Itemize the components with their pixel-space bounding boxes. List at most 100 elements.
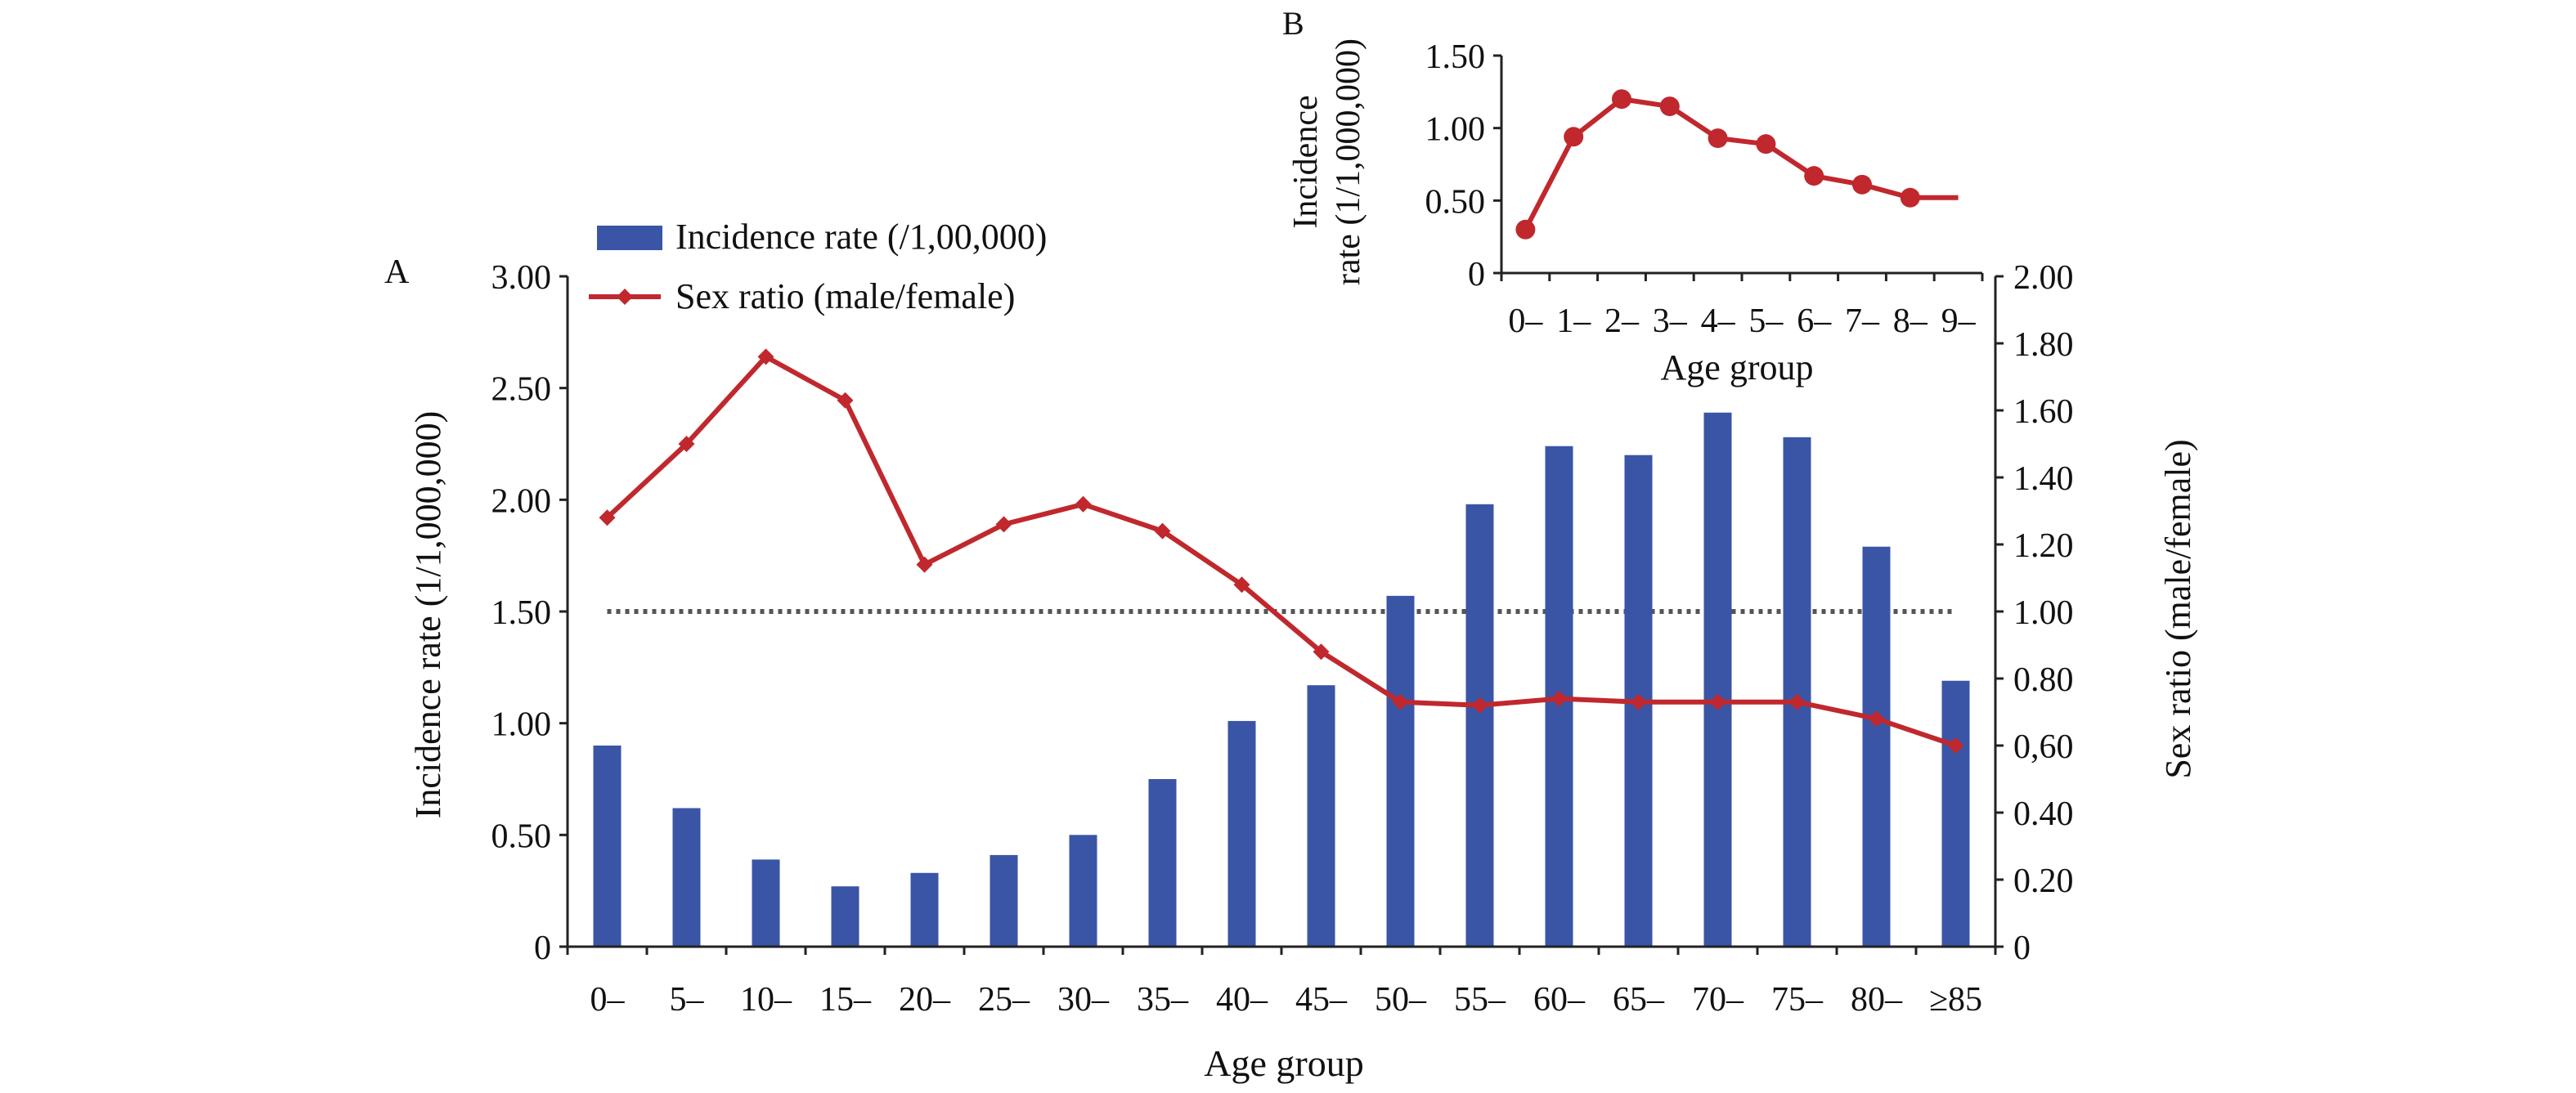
incidence-bars	[593, 412, 1970, 947]
legend-swatch-bar	[597, 226, 662, 250]
sex-ratio-point	[1630, 693, 1647, 710]
incidence-bar	[1703, 412, 1732, 947]
sex-ratio-point	[1551, 690, 1568, 707]
sex-ratio-point	[1471, 697, 1488, 714]
x-tick-label: ≥85	[1929, 981, 1982, 1019]
panel-b-x-tick-label: 4–	[1701, 302, 1736, 340]
incidence-bar	[910, 872, 939, 947]
x-tick-label: 50–	[1375, 981, 1427, 1019]
x-tick-label: 0–	[590, 981, 626, 1019]
incidence-bar	[1148, 779, 1177, 947]
left-tick-label: 1.50	[491, 594, 552, 632]
sex-ratio-point	[1313, 643, 1330, 661]
incidence-bar	[672, 808, 701, 947]
right-tick-label: 1.60	[2013, 393, 2074, 431]
left-tick-label: 1.00	[491, 706, 552, 744]
incidence-bar	[990, 854, 1018, 947]
right-tick-label: 1.20	[2013, 527, 2074, 565]
incidence-bar	[1069, 835, 1097, 947]
panel-b-y-tick-label: 0.50	[1425, 183, 1486, 221]
right-tick-label: 1.40	[2013, 460, 2074, 498]
left-tick-label: 2.50	[491, 371, 552, 409]
x-tick-label: 20–	[899, 981, 951, 1019]
panel-b-point	[1804, 166, 1824, 186]
legend-label-bar: Incidence rate (/1,00,000)	[675, 217, 1047, 257]
incidence-bar	[593, 746, 622, 947]
sex-ratio-point	[1392, 693, 1409, 710]
sex-ratio-point	[1709, 693, 1726, 710]
legend-marker	[617, 289, 633, 305]
panel-a-letter: A	[384, 253, 410, 291]
incidence-bar	[1465, 504, 1494, 947]
panel-b-point	[1515, 219, 1536, 240]
panel-b-point	[1708, 128, 1728, 149]
panel-b-x-tick-label: 5–	[1748, 302, 1784, 340]
panel-b-y-tick-label: 1.50	[1425, 38, 1486, 76]
x-tick-label: 25–	[978, 981, 1030, 1019]
panel-b-x-label: Age group	[1661, 347, 1814, 387]
sex-ratio-point	[1233, 576, 1250, 594]
incidence-bar	[1941, 680, 1970, 947]
sex-ratio-point	[995, 516, 1012, 533]
legend: Incidence rate (/1,00,000) Sex ratio (ma…	[589, 217, 1047, 316]
right-tick-label: 1.80	[2013, 326, 2074, 364]
sex-ratio-point	[1947, 737, 1964, 754]
panel-b-x-tick-label: 9–	[1941, 302, 1977, 340]
left-tick-label: 0	[534, 929, 551, 967]
left-tick-label: 2.00	[491, 482, 552, 520]
panel-b-axes	[1500, 56, 1982, 275]
incidence-bar	[1862, 546, 1891, 947]
x-tick-label: 10–	[740, 981, 792, 1019]
x-tick-label: 60–	[1533, 981, 1586, 1019]
sex-ratio-point	[678, 436, 695, 452]
x-tick-label: 30–	[1057, 981, 1110, 1019]
right-tick-label: 0.40	[2013, 795, 2074, 833]
panel-b-point	[1564, 127, 1584, 147]
x-tick-label: 15–	[819, 981, 872, 1019]
right-tick-label: 0	[2013, 929, 2031, 967]
sex-ratio-point	[1788, 693, 1806, 710]
right-tick-label: 1.00	[2013, 594, 2074, 632]
panel-b-polyline	[1523, 96, 1959, 231]
x-tick-label: 45–	[1295, 981, 1348, 1019]
panel-b-y-label-line1: Incidence	[1287, 95, 1325, 228]
incidence-bar	[1783, 437, 1811, 947]
right-tick-label: 2.00	[2013, 259, 2074, 297]
sex-ratio-point	[1154, 522, 1171, 540]
panel-b-x-tick-label: 2–	[1604, 302, 1640, 340]
x-axis-label: Age group	[1204, 1042, 1363, 1084]
panel-b-x-tick-label: 0–	[1508, 302, 1543, 340]
x-tick-label: 70–	[1692, 981, 1744, 1019]
panel-b-incidence-line	[1515, 89, 1959, 240]
left-axis-label: Incidence rate (1/1,000,000)	[408, 411, 448, 818]
panel-b-point	[1756, 134, 1776, 155]
panel-b: B 0 0.50 1.00 1.50 0– 1– 2– 3– 4– 5– 6– 7– 8– 9– Inc…	[1282, 5, 1984, 387]
panel-b-point	[1612, 89, 1631, 110]
panel-b-point	[1852, 174, 1872, 195]
sex-ratio-point	[1868, 710, 1885, 728]
left-tick-label: 3.00	[491, 259, 552, 297]
x-tick-label: 35–	[1137, 981, 1189, 1019]
panel-b-x-ticks: 0– 1– 2– 3– 4– 5– 6– 7– 8– 9–	[1500, 273, 1984, 340]
panel-a: A 0 0.50 1.00 1.50 2.00 2.50 3.00 0 0.20 0.40 0,6…	[384, 217, 2198, 1084]
incidence-bar	[1227, 720, 1256, 947]
right-tick-label: 0,60	[2013, 728, 2074, 766]
sex-ratio-line	[599, 348, 1964, 754]
sex-ratio-point	[916, 556, 933, 573]
right-axis-ticks: 0 0.20 0.40 0,60 0.80 1.00 1.20 1.40 1.60 1.80 2.0…	[1995, 259, 2074, 967]
panel-b-x-tick-label: 7–	[1845, 302, 1880, 340]
x-tick-label: 80–	[1851, 981, 1903, 1019]
panel-b-point	[1900, 187, 1920, 208]
right-axis-label: Sex ratio (male/female)	[2158, 439, 2198, 778]
panel-b-y-label-line2: rate (1/1,000,000)	[1330, 38, 1367, 285]
right-tick-label: 0.80	[2013, 661, 2074, 699]
incidence-bar	[1386, 595, 1415, 947]
incidence-bar	[831, 886, 859, 947]
panel-b-y-ticks: 0 0.50 1.00 1.50	[1425, 38, 1501, 293]
panel-b-x-tick-label: 1–	[1556, 302, 1591, 340]
x-tick-label: 65–	[1613, 981, 1665, 1019]
panel-b-y-tick-label: 1.00	[1425, 111, 1486, 149]
panel-b-x-tick-label: 3–	[1653, 302, 1688, 340]
sex-ratio-point	[599, 509, 616, 526]
